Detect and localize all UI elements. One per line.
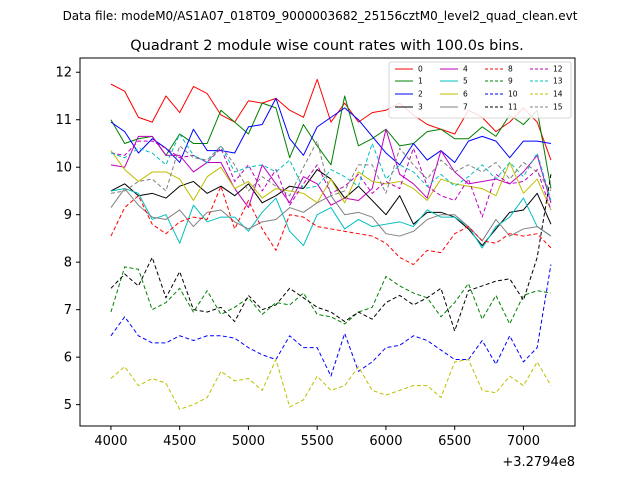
legend-label-5: 5 <box>463 77 468 86</box>
y-axis: 5 6 7 8 9 10 11 12 <box>55 66 80 413</box>
legend-label-1: 1 <box>418 77 423 86</box>
series-line-8 <box>110 185 552 266</box>
x-tick-label: 6500 <box>438 434 471 449</box>
y-tick-label: 10 <box>55 161 72 176</box>
legend-label-2: 2 <box>418 90 423 99</box>
series-line-13 <box>110 133 552 201</box>
legend-label-11: 11 <box>508 103 518 112</box>
legend-label-13: 13 <box>553 77 563 86</box>
series-line-14 <box>110 359 552 410</box>
series-line-1 <box>110 95 552 189</box>
legend-label-7: 7 <box>463 103 468 112</box>
y-tick-label: 8 <box>64 256 72 271</box>
chart-title: Quadrant 2 module wise count rates with … <box>130 38 524 54</box>
legend-label-15: 15 <box>553 103 563 112</box>
legend-label-8: 8 <box>508 65 513 74</box>
y-tick-label: 12 <box>55 66 72 81</box>
legend-label-3: 3 <box>418 103 423 112</box>
x-tick-label: 4000 <box>94 434 127 449</box>
legend-label-10: 10 <box>508 90 518 99</box>
series-line-15 <box>110 140 552 197</box>
legend-label-0: 0 <box>418 65 423 74</box>
suptitle: Data file: modeM0/AS1A07_018T09_90000036… <box>63 9 578 23</box>
plot-area <box>79 57 576 427</box>
y-tick-label: 7 <box>64 303 72 318</box>
series-line-12 <box>110 140 552 218</box>
y-tick-label: 11 <box>55 113 72 128</box>
series-line-10 <box>110 264 552 377</box>
x-tick-label: 5000 <box>232 434 265 449</box>
x-offset-label: +3.2794e8 <box>502 455 575 470</box>
legend-label-4: 4 <box>463 65 468 74</box>
legend-frame <box>388 61 572 119</box>
legend-label-9: 9 <box>508 77 513 86</box>
x-tick-label: 5500 <box>301 434 334 449</box>
series-line-5 <box>110 188 552 249</box>
legend-label-12: 12 <box>553 65 563 74</box>
series-line-4 <box>110 128 552 209</box>
y-tick-label: 5 <box>64 398 72 413</box>
x-axis: 4000 4500 5000 5500 6000 6500 7000 <box>94 426 540 449</box>
x-tick-label: 4500 <box>163 434 196 449</box>
y-tick-label: 9 <box>64 208 72 223</box>
series-line-6 <box>110 150 552 211</box>
y-tick-label: 6 <box>64 351 72 366</box>
series-layer <box>110 78 552 410</box>
legend-label-14: 14 <box>553 90 563 99</box>
plot-frame <box>79 57 576 427</box>
x-tick-label: 7000 <box>507 434 540 449</box>
series-line-2 <box>110 97 552 166</box>
x-tick-label: 6000 <box>369 434 402 449</box>
legend-label-6: 6 <box>463 90 468 99</box>
